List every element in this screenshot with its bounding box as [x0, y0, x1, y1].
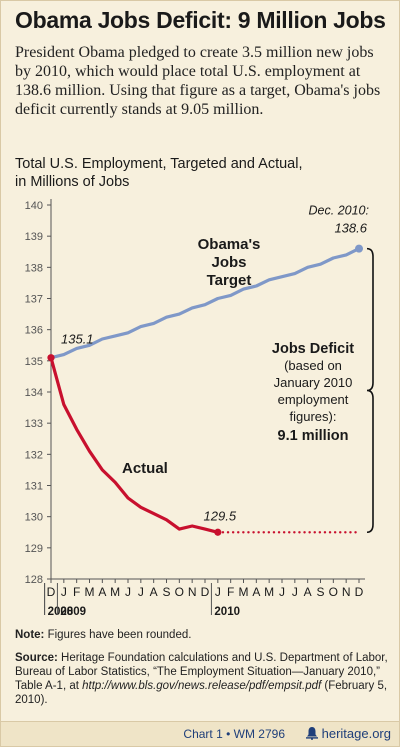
- deficit-label-line: January 2010: [274, 375, 353, 390]
- x-tick-label: O: [329, 585, 338, 599]
- target-end-value-label: 138.6: [334, 221, 367, 236]
- x-tick-label: J: [215, 585, 221, 599]
- actual-series-line: [49, 356, 220, 534]
- x-tick-label: J: [125, 585, 131, 599]
- x-tick-label: A: [150, 585, 158, 599]
- x-tick-label: A: [252, 585, 260, 599]
- intro-text: President Obama pledged to create 3.5 mi…: [15, 44, 381, 118]
- chart-title-line: Total U.S. Employment, Targeted and Actu…: [15, 156, 303, 172]
- y-tick-label: 135: [25, 356, 43, 368]
- note-text: Figures have been rounded.: [44, 629, 192, 641]
- x-tick-label: M: [264, 585, 274, 599]
- x-tick-label: M: [239, 585, 249, 599]
- y-tick-label: 133: [25, 418, 43, 430]
- y-tick-label: 136: [25, 325, 43, 337]
- y-tick-label: 129: [25, 543, 43, 555]
- source-date: (February 5, 2010).: [15, 680, 388, 706]
- x-tick-label: S: [316, 585, 324, 599]
- y-tick-label: 134: [25, 387, 43, 399]
- y-tick-label: 130: [25, 512, 43, 524]
- target-end-date-label: Dec. 2010:: [309, 204, 369, 218]
- source-label: Source:: [15, 652, 58, 664]
- x-tick-label: N: [342, 585, 351, 599]
- target-series-label: Target: [207, 272, 252, 289]
- y-tick-label: 128: [25, 574, 43, 586]
- note-label: Note:: [15, 629, 45, 641]
- x-tick-label: J: [138, 585, 144, 599]
- deficit-label-line: (based on: [284, 358, 342, 373]
- x-tick-label: D: [201, 585, 210, 599]
- year-label: 2008: [48, 606, 74, 618]
- deficit-label-line: figures):: [290, 409, 337, 424]
- x-tick-label: D: [355, 585, 364, 599]
- x-tick-label: J: [61, 585, 67, 599]
- x-tick-label: A: [304, 585, 312, 599]
- source-url[interactable]: http://www.bls.gov/news.release/pdf/emps…: [82, 680, 322, 692]
- footer: Chart 1 • WM 2796 heritage.org: [1, 721, 399, 746]
- source-text: Heritage Foundation calculations and U.S…: [15, 652, 388, 692]
- deficit-label-line: 9.1 million: [278, 428, 349, 444]
- bell-icon: [305, 727, 318, 740]
- x-tick-label: M: [110, 585, 120, 599]
- target-series-line: [49, 247, 361, 360]
- target-series-label: Jobs: [211, 254, 246, 271]
- target-end-marker: [355, 244, 363, 253]
- actual-end-marker: [214, 528, 222, 536]
- chart-title: Total U.S. Employment, Targeted and Actu…: [15, 155, 385, 191]
- x-tick-label: F: [227, 585, 234, 599]
- logo-text: heritage.org: [321, 726, 391, 741]
- y-tick-label: 131: [25, 481, 43, 493]
- chart-subtitle-line: in Millions of Jobs: [15, 174, 130, 190]
- deficit-label-line: employment: [278, 392, 349, 407]
- heritage-logo[interactable]: heritage.org: [305, 726, 391, 741]
- y-tick-label: 137: [25, 294, 43, 306]
- deficit-label-line: Jobs Deficit: [272, 341, 354, 357]
- y-tick-label: 132: [25, 449, 43, 461]
- y-tick-label: 140: [25, 200, 43, 212]
- x-tick-label: D: [47, 585, 56, 599]
- x-tick-label: O: [175, 585, 184, 599]
- start-point-marker: [47, 354, 55, 362]
- x-tick-label: F: [73, 585, 80, 599]
- x-tick-label: J: [279, 585, 285, 599]
- employment-line-chart: 128 129 130 131 132 133 134 135 136 137 138 139 140 D…: [25, 199, 374, 618]
- x-tick-label: A: [98, 585, 106, 599]
- actual-series-label: Actual: [122, 460, 168, 477]
- y-tick-label: 139: [25, 231, 43, 243]
- page-title: Obama Jobs Deficit: 9 Million Jobs: [15, 7, 386, 33]
- target-series-label: Obama's: [198, 236, 261, 253]
- start-value-label: 135.1: [61, 332, 94, 347]
- x-tick-label: M: [85, 585, 95, 599]
- source: Source: Heritage Foundation calculations…: [15, 651, 391, 707]
- chart-id: Chart 1 • WM 2796: [183, 727, 285, 741]
- year-label: 2009: [60, 606, 86, 618]
- x-tick-label: S: [162, 585, 170, 599]
- x-tick-label: N: [188, 585, 197, 599]
- note: Note: Figures have been rounded.: [15, 629, 191, 641]
- x-tick-label: J: [292, 585, 298, 599]
- year-label: 2010: [214, 606, 240, 618]
- y-tick-label: 138: [25, 262, 43, 274]
- actual-end-value-label: 129.5: [204, 508, 237, 523]
- deficit-bracket: [366, 247, 374, 534]
